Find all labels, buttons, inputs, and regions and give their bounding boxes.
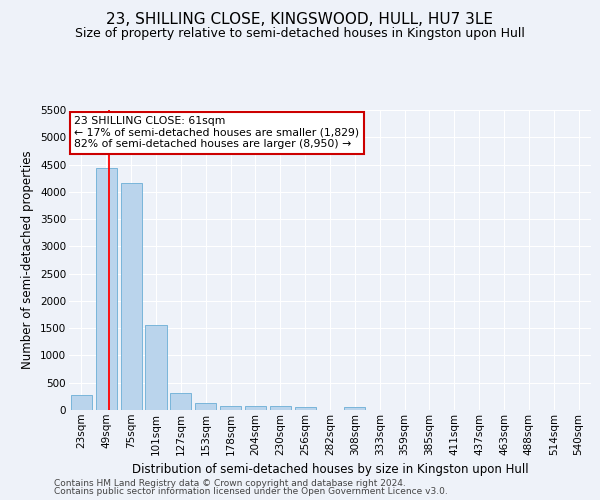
Bar (71, 396, 92, 410)
Bar (195, 404, 216, 410)
Text: Contains HM Land Registry data © Crown copyright and database right 2024.: Contains HM Land Registry data © Crown c… (54, 478, 406, 488)
Bar (170, 393, 191, 410)
Bar (121, 183, 142, 410)
Bar (270, 406, 291, 410)
Text: Contains public sector information licensed under the Open Government Licence v3: Contains public sector information licen… (54, 487, 448, 496)
Text: Size of property relative to semi-detached houses in Kingston upon Hull: Size of property relative to semi-detach… (75, 28, 525, 40)
Bar (344, 406, 365, 410)
Bar (295, 406, 316, 410)
Bar (96, 168, 117, 410)
Bar (245, 406, 266, 410)
Y-axis label: Number of semi-detached properties: Number of semi-detached properties (22, 150, 34, 370)
X-axis label: Distribution of semi-detached houses by size in Kingston upon Hull: Distribution of semi-detached houses by … (131, 463, 529, 476)
Text: 23 SHILLING CLOSE: 61sqm
← 17% of semi-detached houses are smaller (1,829)
82% o: 23 SHILLING CLOSE: 61sqm ← 17% of semi-d… (74, 116, 359, 149)
Bar (220, 406, 241, 410)
Text: 23, SHILLING CLOSE, KINGSWOOD, HULL, HU7 3LE: 23, SHILLING CLOSE, KINGSWOOD, HULL, HU7… (107, 12, 493, 28)
Bar (145, 325, 167, 410)
